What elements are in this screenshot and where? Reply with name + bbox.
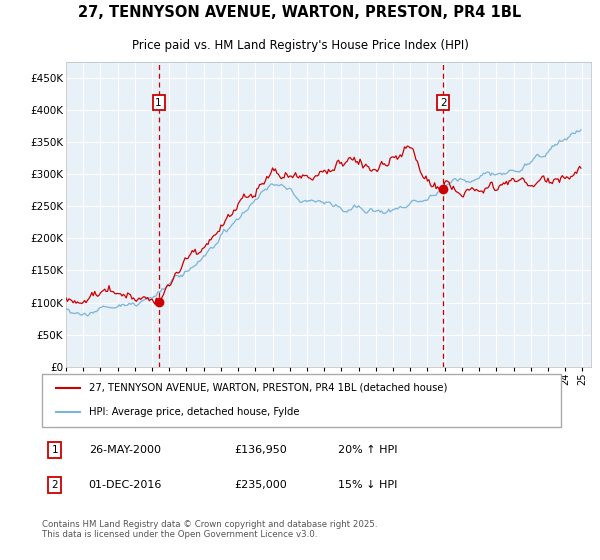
Text: 2: 2 <box>440 98 446 108</box>
Text: £235,000: £235,000 <box>234 480 287 490</box>
Text: 20% ↑ HPI: 20% ↑ HPI <box>338 445 397 455</box>
Text: 1: 1 <box>52 445 58 455</box>
FancyBboxPatch shape <box>42 374 561 427</box>
Text: Contains HM Land Registry data © Crown copyright and database right 2025.
This d: Contains HM Land Registry data © Crown c… <box>42 520 377 539</box>
Text: HPI: Average price, detached house, Fylde: HPI: Average price, detached house, Fyld… <box>89 407 299 417</box>
Text: 26-MAY-2000: 26-MAY-2000 <box>89 445 161 455</box>
Text: £136,950: £136,950 <box>234 445 287 455</box>
Text: 2: 2 <box>52 480 58 490</box>
Text: 1: 1 <box>155 98 162 108</box>
Text: 01-DEC-2016: 01-DEC-2016 <box>89 480 162 490</box>
Text: 27, TENNYSON AVENUE, WARTON, PRESTON, PR4 1BL (detached house): 27, TENNYSON AVENUE, WARTON, PRESTON, PR… <box>89 383 447 393</box>
Text: Price paid vs. HM Land Registry's House Price Index (HPI): Price paid vs. HM Land Registry's House … <box>131 39 469 53</box>
Text: 27, TENNYSON AVENUE, WARTON, PRESTON, PR4 1BL: 27, TENNYSON AVENUE, WARTON, PRESTON, PR… <box>79 6 521 20</box>
Text: 15% ↓ HPI: 15% ↓ HPI <box>338 480 397 490</box>
